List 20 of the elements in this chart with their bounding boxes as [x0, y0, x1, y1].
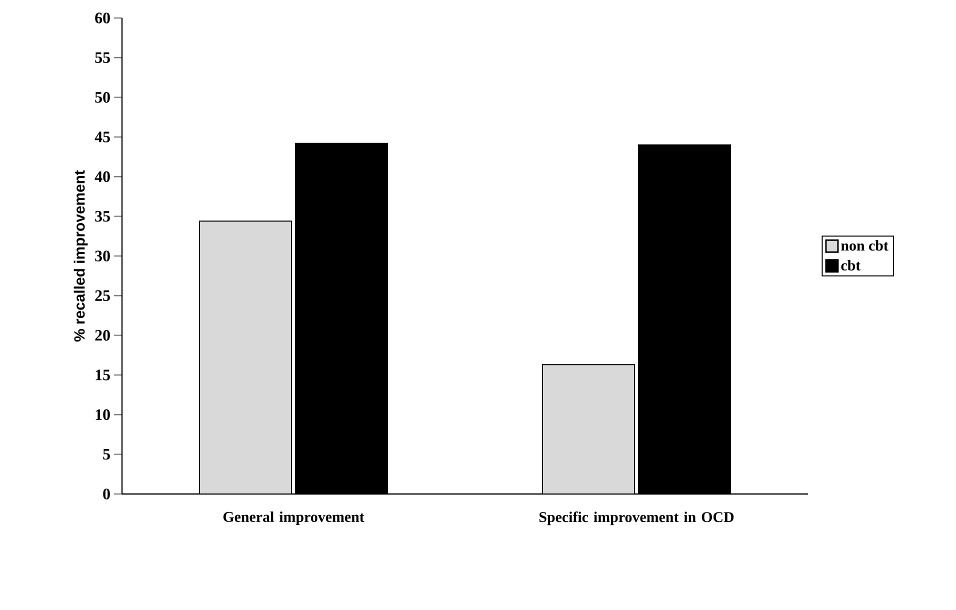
bar [199, 220, 292, 494]
y-axis-title: % recalled improvement [74, 170, 88, 342]
y-tick-label: 60 [95, 12, 110, 24]
y-tick-label: 50 [95, 92, 110, 103]
legend-label: cbt [841, 260, 861, 270]
y-tick-label: 30 [95, 250, 110, 262]
y-tick-label: 0 [103, 488, 110, 500]
y-tick-label: 15 [96, 370, 110, 380]
legend-label: non cbt [841, 240, 888, 251]
bar [542, 364, 636, 494]
x-tick-label: Specific improvement in OCD [539, 511, 734, 526]
y-tick-label: 35 [95, 210, 110, 222]
y-tick-label: 10 [96, 409, 110, 420]
y-tick-label: 20 [95, 330, 110, 341]
y-tick-label: 40 [94, 171, 110, 182]
y-tick-label: 5 [103, 449, 110, 460]
y-tick-label: 45 [94, 132, 110, 142]
y-tick-label: 55 [95, 52, 110, 63]
x-tick-label: General improvement [223, 511, 364, 526]
y-tick-label: 25 [95, 290, 110, 302]
